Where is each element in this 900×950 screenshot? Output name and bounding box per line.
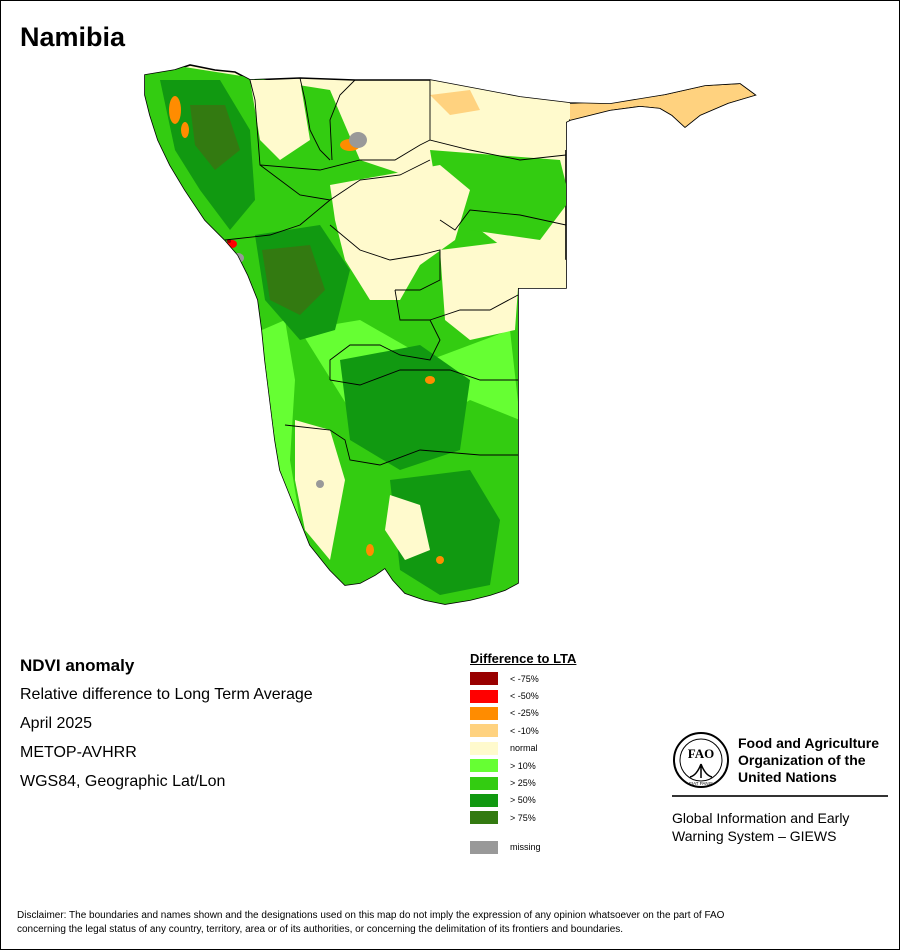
- legend-swatch: [470, 840, 498, 854]
- giews-line: Warning System – GIEWS: [672, 828, 837, 844]
- legend-swatch: [470, 759, 498, 773]
- legend-item: > 25%: [470, 774, 576, 791]
- legend-swatch: [470, 811, 498, 825]
- legend-swatch: [470, 706, 498, 720]
- fao-org-line: United Nations: [738, 769, 837, 785]
- legend-item: normal: [470, 740, 576, 757]
- legend-swatch: [470, 776, 498, 790]
- legend-label: < -75%: [510, 673, 539, 684]
- legend-label: > 50%: [510, 795, 536, 806]
- legend-label: < -25%: [510, 708, 539, 719]
- legend-item: > 10%: [470, 757, 576, 774]
- giews-name: Global Information and Early Warning Sys…: [672, 809, 888, 845]
- product-sensor: METOP-AVHRR: [20, 744, 137, 761]
- legend-swatch: [470, 689, 498, 703]
- legend-label: > 25%: [510, 778, 536, 789]
- legend-label: normal: [510, 743, 538, 754]
- legend-item-missing: missing: [470, 839, 576, 856]
- giews-line: Global Information and Early: [672, 810, 850, 826]
- legend-item: < -75%: [470, 670, 576, 687]
- region-boundaries: [224, 77, 567, 466]
- legend-item: < -10%: [470, 722, 576, 739]
- legend-swatch: [470, 672, 498, 686]
- fao-org-line: Food and Agriculture: [738, 735, 880, 751]
- legend-swatch: [470, 724, 498, 738]
- legend-label: < -50%: [510, 691, 539, 702]
- fao-logo-icon: FAO FIAT PANIS: [673, 732, 729, 788]
- fao-logo-text: FAO: [688, 746, 714, 761]
- product-description: Relative difference to Long Term Average: [20, 686, 313, 703]
- legend-label: > 75%: [510, 812, 536, 823]
- fao-org-line: Organization of the: [738, 752, 866, 768]
- legend-item: < -25%: [470, 705, 576, 722]
- legend-item: > 75%: [470, 809, 576, 826]
- product-name: NDVI anomaly: [20, 656, 135, 675]
- fao-logo-motto: FIAT PANIS: [689, 781, 713, 786]
- product-date: April 2025: [20, 715, 93, 732]
- disclaimer-line: concerning the legal status of any count…: [17, 924, 624, 935]
- legend-label: < -10%: [510, 725, 539, 736]
- map-info: NDVI anomaly Relative difference to Long…: [20, 656, 313, 801]
- legend-swatch: [470, 793, 498, 807]
- legend: Difference to LTA < -75% < -50% < -25% <…: [470, 651, 576, 856]
- legend-item: > 50%: [470, 792, 576, 809]
- disclaimer: Disclaimer: The boundaries and names sho…: [17, 909, 887, 937]
- legend-label: missing: [510, 842, 541, 853]
- ndvi-anomaly-map: [144, 64, 757, 605]
- fao-branding: FAO FIAT PANIS Food and Agriculture Orga…: [672, 731, 888, 845]
- map-title: Namibia: [20, 22, 126, 52]
- product-projection: WGS84, Geographic Lat/Lon: [20, 773, 226, 790]
- legend-item: < -50%: [470, 687, 576, 704]
- divider: [672, 795, 888, 797]
- fao-org-name: Food and Agriculture Organization of the…: [738, 735, 879, 786]
- legend-title: Difference to LTA: [470, 651, 577, 666]
- legend-label: > 10%: [510, 760, 536, 771]
- legend-swatch: [470, 741, 498, 755]
- disclaimer-line: Disclaimer: The boundaries and names sho…: [17, 910, 725, 921]
